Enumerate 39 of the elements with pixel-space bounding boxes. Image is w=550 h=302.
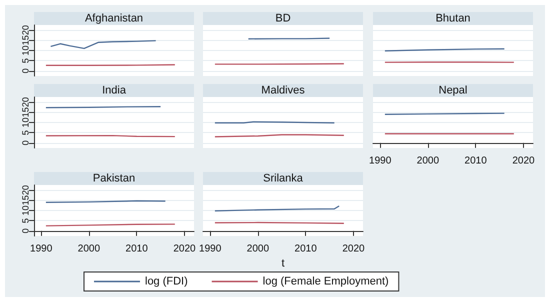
- x-tick-label: 2020: [173, 244, 196, 254]
- y-tick-label: 0: [20, 228, 30, 234]
- y-tick-label: 5: [20, 218, 30, 224]
- y-tick-label: 0: [20, 68, 30, 74]
- x-tick-label: 1990: [369, 156, 392, 166]
- line-series: [50, 40, 156, 50]
- chart-title: Maldives: [261, 84, 306, 96]
- y-tick-label: 20: [20, 185, 30, 196]
- legend-label: log (FDI): [145, 276, 188, 288]
- y-tick-label: 15: [20, 35, 30, 46]
- y-tick-label: 5: [20, 58, 30, 64]
- y-tick-label: 15: [20, 107, 30, 118]
- chart-title: Nepal: [438, 84, 468, 96]
- x-tick-label: 2020: [342, 244, 366, 254]
- x-tick-label: 2000: [246, 244, 270, 254]
- x-tick-label: 2000: [416, 156, 440, 166]
- y-tick-label: 10: [20, 117, 30, 128]
- y-tick-label: 10: [20, 205, 30, 216]
- x-tick-label: 2010: [126, 244, 148, 254]
- chart-title: Srilanka: [263, 172, 304, 184]
- chart-title: BD: [275, 12, 291, 24]
- x-tick-label: 2010: [464, 156, 488, 166]
- y-tick-label: 10: [20, 45, 30, 56]
- chart-title: India: [102, 84, 127, 96]
- x-tick-label: 1990: [199, 244, 222, 254]
- y-tick-label: 20: [20, 25, 30, 36]
- chart-title: Bhutan: [436, 12, 470, 24]
- x-tick-label: 1990: [30, 244, 53, 254]
- y-tick-label: 15: [20, 195, 30, 206]
- x-axis-title: t: [281, 258, 285, 270]
- chart-title: Pakistan: [92, 172, 136, 184]
- legend-label: log (Female Employment): [262, 276, 389, 288]
- y-tick-label: 0: [20, 140, 30, 146]
- x-tick-label: 2010: [294, 244, 318, 254]
- y-tick-label: 5: [20, 130, 30, 136]
- x-tick-label: 2020: [512, 156, 536, 166]
- x-tick-label: 2000: [78, 244, 100, 254]
- chart-title: Afghanistan: [84, 12, 144, 24]
- y-tick-label: 20: [20, 97, 30, 108]
